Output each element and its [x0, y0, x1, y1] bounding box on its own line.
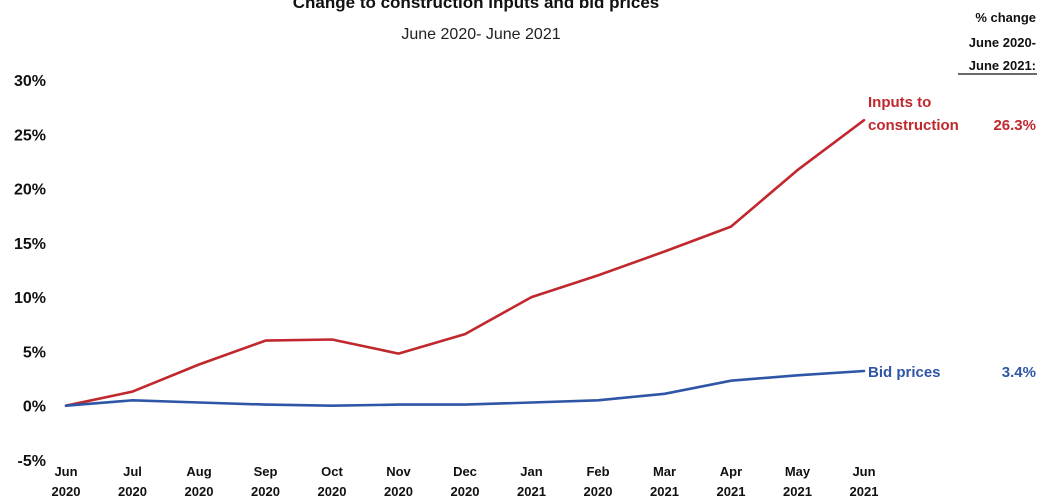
x-axis: Jun 2020 Jul 2020 Aug 2020 Sep 2020 Oct 2020 Nov 20… [52, 464, 879, 499]
x-tick-label-month: Aug [186, 464, 211, 479]
x-tick-label-month: Oct [321, 464, 343, 479]
y-tick-label: 10% [14, 290, 46, 307]
series-label: construction [868, 117, 959, 134]
x-tick-label-month: May [785, 464, 811, 479]
x-tick-label-year: 2020 [118, 484, 147, 499]
x-tick-label-year: 2021 [517, 484, 546, 499]
y-axis: 30% 25% 20% 15% 10% 5% 0% -5% [14, 73, 46, 470]
series-labels: Inputs to construction 26.3% Bid prices 3.4% [868, 94, 1036, 381]
x-tick-label-year: 2021 [783, 484, 812, 499]
chart-title: Change to construction inputs and bid pr… [293, 0, 659, 12]
x-tick-label-year: 2020 [384, 484, 413, 499]
x-tick-label-month: Feb [586, 464, 609, 479]
x-tick-label-month: Jun [852, 464, 875, 479]
x-tick-label-month: Nov [386, 464, 411, 479]
series-label: Bid prices [868, 364, 941, 381]
chart-subtitle: June 2020- June 2021 [401, 26, 560, 43]
series-line [64, 118, 866, 408]
y-tick-label: 25% [14, 127, 46, 144]
x-tick-label-month: Apr [720, 464, 742, 479]
series-lines [64, 118, 866, 408]
x-tick-label-year: 2021 [650, 484, 679, 499]
x-tick-label-month: Jul [123, 464, 142, 479]
x-tick-label-year: 2020 [185, 484, 214, 499]
y-tick-label: 0% [23, 399, 46, 416]
x-tick-label-month: Jun [54, 464, 77, 479]
x-tick-label-month: Mar [653, 464, 676, 479]
series-change-value: 3.4% [1002, 364, 1036, 381]
x-tick-label-year: 2021 [850, 484, 879, 499]
y-tick-label: 30% [14, 73, 46, 90]
x-tick-label-year: 2020 [584, 484, 613, 499]
x-tick-label-year: 2020 [318, 484, 347, 499]
x-tick-label-year: 2020 [451, 484, 480, 499]
series-label: Inputs to [868, 94, 931, 111]
x-tick-label-year: 2020 [52, 484, 81, 499]
change-header-line-3: June 2021: [969, 58, 1036, 73]
x-tick-label-year: 2021 [717, 484, 746, 499]
x-tick-label-month: Dec [453, 464, 477, 479]
change-header: % change June 2020- June 2021: [958, 10, 1037, 75]
series-line [64, 369, 866, 408]
y-tick-label: 5% [23, 344, 46, 361]
y-tick-label: 15% [14, 236, 46, 253]
y-tick-label: 20% [14, 182, 46, 199]
change-header-line-2: June 2020- [969, 35, 1036, 50]
y-tick-label: -5% [18, 453, 46, 470]
x-tick-label-month: Sep [254, 464, 278, 479]
change-header-line-1: % change [975, 10, 1036, 25]
x-tick-label-year: 2020 [251, 484, 280, 499]
series-change-value: 26.3% [993, 117, 1036, 134]
x-tick-label-month: Jan [520, 464, 542, 479]
